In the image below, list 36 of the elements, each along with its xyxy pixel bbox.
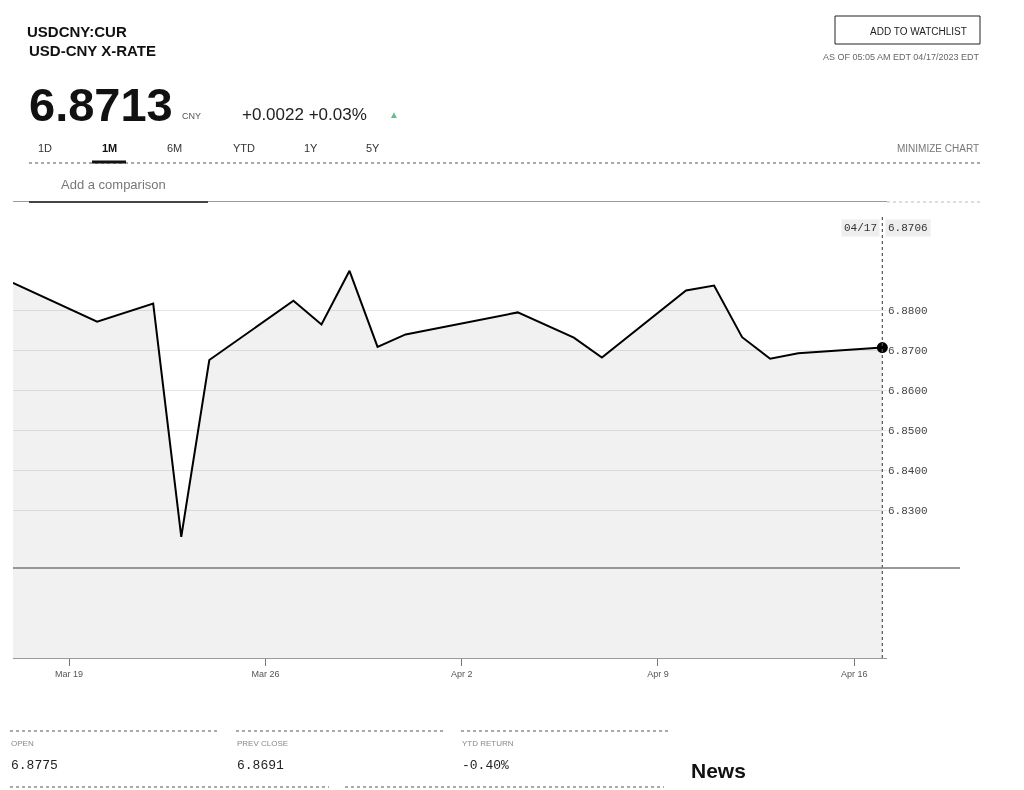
- text: AS OF 05:05 AM EDT 04/17/2023 EDT: [823, 52, 980, 62]
- chart-subtitle: USD-CNY X-RATE: [29, 42, 156, 59]
- text: 5Y: [366, 142, 381, 154]
- text: ADD TO WATCHLIST: [870, 26, 967, 37]
- text: 6.8706: [888, 222, 928, 234]
- y-tick-label: 6.8700: [888, 344, 928, 357]
- text: OPEN: [11, 739, 34, 748]
- x-tick-label: Apr 16: [841, 668, 868, 679]
- y-tick-label: 6.8300: [888, 504, 928, 517]
- text: YTD: [233, 142, 256, 154]
- text: 6.8775: [11, 758, 58, 773]
- text: -0.40%: [462, 758, 510, 773]
- y-tick-label: 6.8600: [888, 384, 928, 397]
- text: News: [691, 759, 746, 782]
- text: YTD RETURN: [462, 739, 514, 748]
- text: +0.0022 +0.03%: [242, 105, 367, 124]
- text: 6.8713: [29, 78, 173, 131]
- y-tick-label: 6.8500: [888, 424, 928, 437]
- text: 1Y: [304, 142, 319, 154]
- x-tick-label: Apr 2: [450, 668, 473, 679]
- text: PREV CLOSE: [237, 739, 289, 748]
- text: 6M: [167, 142, 183, 154]
- text: 6.8691: [237, 758, 285, 773]
- text: CNY: [182, 111, 202, 121]
- y-tick-label: 6.8800: [888, 304, 928, 317]
- x-tick-label: Apr 9: [647, 668, 669, 679]
- text: ▲: [389, 109, 399, 120]
- text: Add a comparison: [61, 177, 166, 192]
- y-tick-label: 6.8400: [888, 464, 928, 477]
- ref-line-label: 04/17: [844, 222, 878, 234]
- text: 1D: [38, 142, 53, 154]
- x-tick-label: Mar 19: [55, 668, 84, 679]
- text: MINIMIZE CHART: [897, 143, 980, 154]
- x-tick-label: Mar 26: [251, 668, 280, 679]
- chart-title: USDCNY:CUR: [27, 22, 127, 40]
- text: 1M: [102, 142, 118, 154]
